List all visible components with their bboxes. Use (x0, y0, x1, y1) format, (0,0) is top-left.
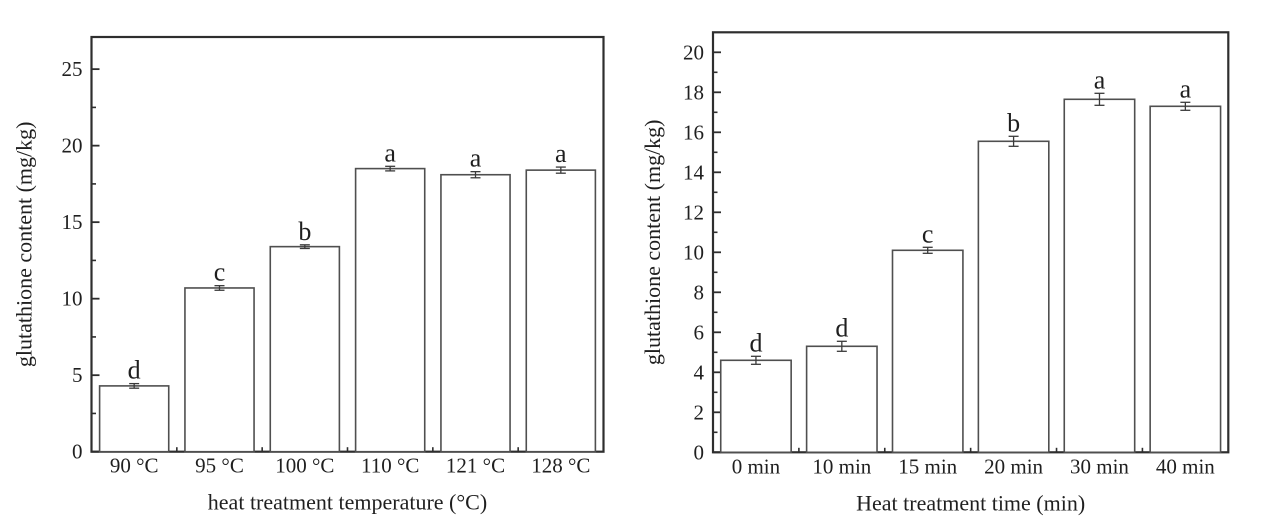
x-tick-label: 90 °C (110, 454, 159, 478)
y-tick-label: 10 (62, 287, 83, 311)
x-tick-label: 30 min (1070, 454, 1129, 478)
x-tick-label: 121 °C (446, 454, 505, 478)
sig-letter: a (384, 138, 396, 167)
sig-letter: b (1007, 108, 1020, 137)
plot-frame (711, 31, 1230, 454)
bar (719, 359, 792, 454)
x-tick-label: 110 °C (361, 454, 419, 478)
y-tick-label: 25 (62, 57, 83, 81)
bar (440, 173, 511, 453)
y-tick-label: 18 (683, 80, 704, 104)
bar (525, 169, 597, 453)
bar (977, 140, 1050, 454)
y-axis-title: glutathione content (mg/kg) (640, 119, 665, 365)
sig-letter: a (470, 144, 482, 173)
sig-letter: a (1094, 65, 1106, 94)
bar (98, 385, 170, 453)
sig-letter: a (1180, 74, 1192, 103)
bar (805, 345, 878, 454)
y-tick-label: 5 (72, 363, 83, 387)
y-tick-label: 8 (694, 280, 705, 304)
bar (269, 245, 341, 453)
bar (184, 287, 255, 453)
time-chart: 0 2 4 6 8 10 12 14 16 18 20 0 min 10 min 15 min 20 min… (634, 0, 1268, 528)
y-tick-label: 16 (683, 120, 704, 144)
x-tick-label: 10 min (812, 454, 871, 478)
y-tick-label: 15 (62, 210, 83, 234)
y-tick-label: 14 (683, 160, 705, 184)
bar (354, 167, 426, 453)
plot-frame (90, 35, 605, 453)
y-tick-label: 6 (694, 320, 705, 344)
y-tick-label: 2 (694, 400, 705, 424)
y-tick-label: 4 (694, 360, 705, 384)
sig-letter: d (835, 313, 848, 342)
bar (1149, 105, 1222, 454)
y-tick-label: 20 (683, 40, 704, 64)
sig-letter: d (128, 356, 141, 385)
time-chart-canvas: 0 2 4 6 8 10 12 14 16 18 20 0 min 10 min 15 min 20 min… (640, 31, 1230, 515)
bar (1063, 98, 1136, 454)
y-tick-label: 0 (72, 440, 83, 464)
y-tick-label: 20 (62, 134, 83, 158)
x-axis-title: heat treatment temperature (°C) (208, 490, 487, 515)
sig-letter: a (555, 139, 567, 168)
temperature-chart: 0 5 10 15 20 25 90 °C 95 °C 100 °C 110 °C 121 °C 12… (12, 35, 605, 515)
x-tick-label: 40 min (1156, 454, 1215, 478)
x-tick-label: 0 min (732, 454, 781, 478)
x-tick-label: 128 °C (531, 454, 590, 478)
x-tick-label: 15 min (898, 454, 957, 478)
temperature-chart-canvas: 0 5 10 15 20 25 90 °C 95 °C 100 °C 110 °C 121 °C 12… (12, 35, 605, 515)
y-axis-title: glutathione content (mg/kg) (12, 122, 37, 368)
y-tick-label: 12 (683, 200, 704, 224)
bar (891, 249, 964, 454)
sig-letter: b (298, 217, 311, 246)
sig-letter: c (214, 258, 226, 287)
x-tick-label: 100 °C (275, 454, 334, 478)
sig-letter: d (749, 328, 762, 357)
x-tick-label: 95 °C (195, 454, 244, 478)
y-tick-label: 0 (694, 440, 705, 464)
y-tick-label: 10 (683, 240, 704, 264)
x-tick-label: 20 min (984, 454, 1043, 478)
sig-letter: c (922, 219, 934, 248)
x-axis-title: Heat treatment time (min) (856, 490, 1085, 515)
